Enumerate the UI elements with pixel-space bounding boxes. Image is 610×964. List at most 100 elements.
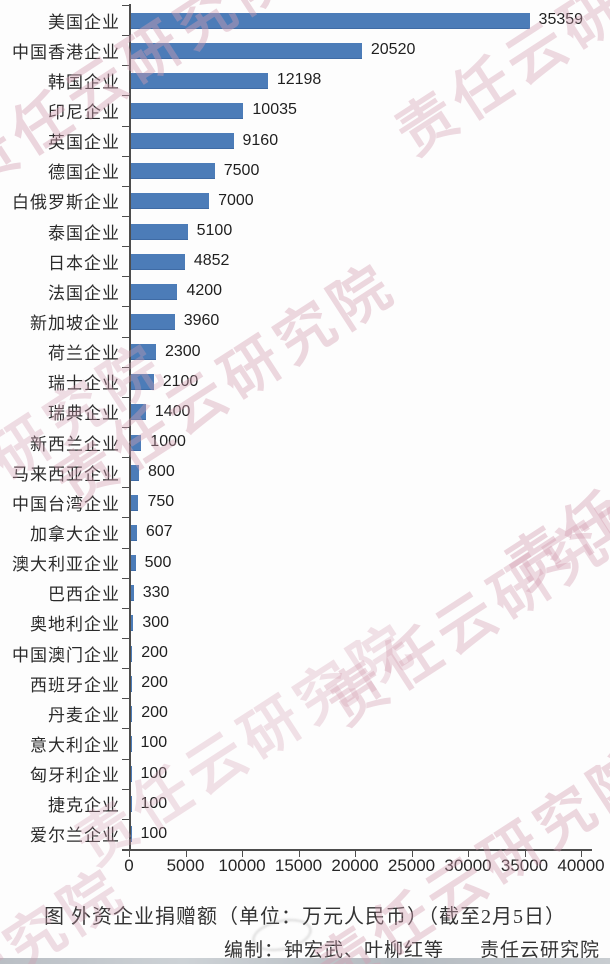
category-label: 荷兰企业	[48, 344, 120, 364]
y-axis-tick	[122, 95, 129, 97]
bar-row: 匈牙利企业 100	[0, 759, 610, 789]
value-label: 5100	[196, 222, 233, 240]
bar-row: 瑞典企业 1400	[0, 397, 610, 427]
y-axis-tick	[122, 306, 129, 308]
bar-row: 韩国企业 12198	[0, 65, 610, 95]
value-label: 607	[145, 523, 173, 541]
bar-row: 澳大利亚企业 500	[0, 548, 610, 578]
y-axis-tick	[122, 396, 129, 398]
x-axis-tick	[524, 851, 526, 857]
y-axis-tick	[122, 668, 129, 670]
x-axis-tick-label: 5000	[166, 856, 205, 875]
credits-organization: 责任云研究院	[479, 940, 600, 961]
bar	[130, 253, 185, 270]
value-label: 12198	[276, 71, 322, 89]
bar	[130, 223, 188, 240]
credits-line: 编制：钟宏武、叶柳红等 责任云研究院	[224, 935, 600, 962]
value-label: 4852	[193, 252, 230, 270]
y-axis-tick	[122, 758, 129, 760]
bar	[130, 675, 133, 692]
x-axis-tick-label: 40000	[557, 856, 605, 875]
y-axis-tick	[122, 638, 129, 639]
chart-caption: 图 外资企业捐赠额（单位：万元人民币）（截至2月5日）	[44, 906, 566, 928]
bar-row: 美国企业 35359	[0, 5, 610, 35]
category-label: 捷克企业	[48, 796, 120, 816]
value-label: 330	[142, 583, 170, 601]
bar	[130, 705, 133, 722]
y-axis-tick	[122, 216, 129, 217]
x-axis-tick-label: 25000	[387, 856, 436, 875]
bar-row: 马来西亚企业 800	[0, 457, 610, 487]
category-label: 澳大利亚企业	[12, 555, 120, 575]
y-axis-tick	[122, 517, 129, 519]
bar-row: 巴西企业 330	[0, 578, 610, 608]
x-axis-tick-label: 20000	[331, 856, 379, 875]
bar-row: 法国企业 4200	[0, 276, 610, 306]
y-axis-tick	[122, 818, 129, 820]
bar-row: 泰国企业 5100	[0, 216, 610, 246]
y-axis-tick	[122, 336, 129, 338]
y-axis-tick	[122, 547, 129, 549]
bar-row: 中国台湾企业 750	[0, 487, 610, 517]
category-label: 日本企业	[48, 253, 120, 273]
value-label: 35359	[538, 11, 584, 29]
bar-row: 丹麦企业 200	[0, 698, 610, 728]
y-axis-tick	[122, 246, 129, 248]
category-label: 西班牙企业	[30, 675, 120, 695]
y-axis-tick	[122, 65, 129, 67]
y-axis-tick	[122, 155, 129, 157]
category-label: 新加坡企业	[30, 313, 120, 333]
category-label: 巴西企业	[48, 585, 120, 605]
bar-row: 白俄罗斯企业 7000	[0, 186, 610, 216]
category-label: 印尼企业	[48, 102, 120, 122]
category-label: 新西兰企业	[30, 434, 120, 454]
bar-chart: 美国企业 35359 中国香港企业 20520 韩国企业 12198 印尼企业 10035 英国…	[0, 5, 610, 850]
category-label: 爱尔兰企业	[30, 826, 120, 846]
bar	[130, 615, 134, 632]
y-axis-tick	[122, 125, 129, 127]
category-label: 中国澳门企业	[12, 645, 120, 665]
bar-row: 爱尔兰企业 100	[0, 819, 610, 849]
bar	[130, 374, 154, 391]
y-axis-tick	[122, 487, 129, 489]
value-label: 20520	[370, 41, 416, 59]
value-label: 2300	[164, 342, 201, 360]
bar	[130, 524, 137, 541]
bar	[130, 344, 156, 361]
value-label: 9160	[242, 131, 279, 149]
category-label: 法国企业	[48, 283, 120, 303]
x-axis-tick	[411, 851, 413, 857]
category-label: 马来西亚企业	[12, 464, 120, 484]
category-label: 美国企业	[48, 12, 120, 32]
x-axis-tick	[468, 851, 469, 857]
y-axis-tick	[122, 457, 129, 459]
credits-authors: 编制：钟宏武、叶柳红等	[223, 940, 444, 961]
bar-row: 中国香港企业 20520	[0, 35, 610, 65]
bar-row: 捷克企业 100	[0, 789, 610, 819]
bar	[130, 42, 362, 59]
y-axis-tick	[122, 577, 129, 579]
value-label: 1000	[150, 433, 186, 451]
category-label: 匈牙利企业	[30, 766, 120, 786]
x-axis-tick	[298, 851, 300, 857]
bar	[130, 434, 142, 451]
bar	[130, 163, 215, 180]
y-axis-tick	[122, 5, 129, 6]
x-axis-tick-label: 15000	[274, 856, 323, 875]
value-label: 7500	[223, 161, 260, 179]
bar-row: 德国企业 7500	[0, 156, 610, 186]
category-label: 意大利企业	[30, 735, 120, 755]
bar	[130, 102, 244, 119]
bar	[130, 645, 133, 662]
category-label: 韩国企业	[48, 72, 120, 92]
bar	[130, 585, 134, 602]
value-label: 200	[141, 674, 168, 692]
x-axis-tick-label: 0	[124, 856, 134, 875]
value-label: 100	[140, 734, 168, 752]
bar	[130, 555, 136, 572]
bar	[130, 313, 175, 330]
value-label: 200	[141, 644, 168, 662]
value-label: 300	[142, 613, 170, 631]
x-axis-tick	[129, 851, 130, 857]
